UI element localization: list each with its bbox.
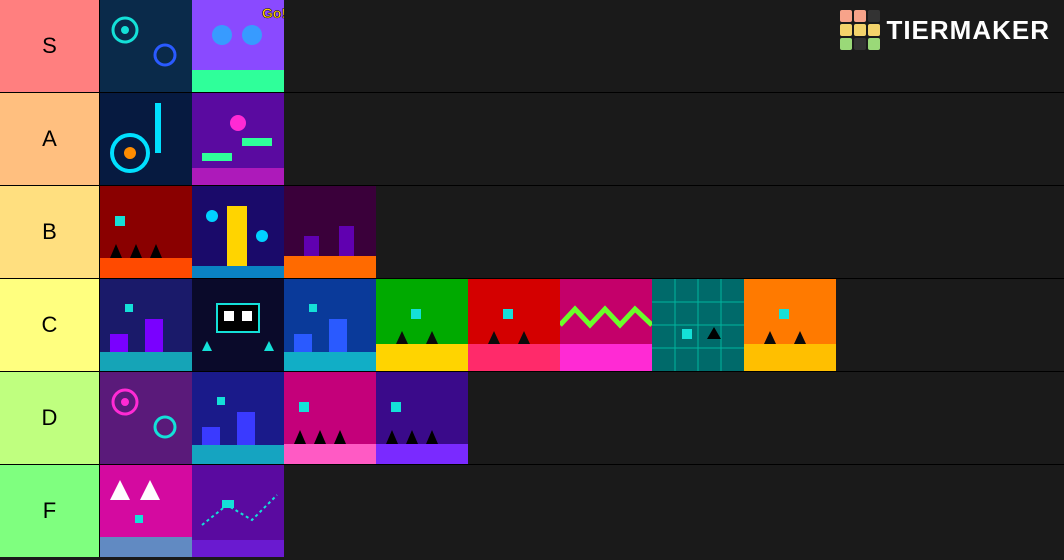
level-thumb-16[interactable] <box>100 372 192 464</box>
tier-row-c: C <box>0 279 1064 372</box>
tier-label: A <box>0 93 100 185</box>
level-thumb-3[interactable] <box>100 93 192 185</box>
tier-list: S Go! A B <box>0 0 1064 557</box>
tier-items[interactable] <box>100 372 1064 464</box>
tier-label: B <box>0 186 100 278</box>
level-thumb-1[interactable] <box>100 0 192 92</box>
tier-items[interactable] <box>100 279 1064 371</box>
level-thumb-21[interactable] <box>192 465 284 557</box>
tier-label: S <box>0 0 100 92</box>
level-thumb-15[interactable] <box>744 279 836 371</box>
svg-text:Go!: Go! <box>262 5 284 21</box>
tier-row-a: A <box>0 93 1064 186</box>
level-thumb-9[interactable] <box>192 279 284 371</box>
tier-row-d: D <box>0 372 1064 465</box>
tier-label: F <box>0 465 100 557</box>
level-thumb-17[interactable] <box>192 372 284 464</box>
level-thumb-2[interactable]: Go! <box>192 0 284 92</box>
tier-items[interactable] <box>100 465 1064 557</box>
level-thumb-13[interactable] <box>560 279 652 371</box>
level-thumb-10[interactable] <box>284 279 376 371</box>
level-thumb-5[interactable] <box>100 186 192 278</box>
logo-text: TIERMAKER <box>886 15 1050 46</box>
tiermaker-logo: TIERMAKER <box>840 10 1050 50</box>
level-thumb-4[interactable] <box>192 93 284 185</box>
tier-items[interactable] <box>100 186 1064 278</box>
level-thumb-6[interactable] <box>192 186 284 278</box>
level-thumb-20[interactable] <box>100 465 192 557</box>
level-thumb-8[interactable] <box>100 279 192 371</box>
level-thumb-14[interactable] <box>652 279 744 371</box>
level-thumb-19[interactable] <box>376 372 468 464</box>
level-thumb-7[interactable] <box>284 186 376 278</box>
tier-row-f: F <box>0 465 1064 557</box>
tier-row-b: B <box>0 186 1064 279</box>
tier-label: D <box>0 372 100 464</box>
tier-label: C <box>0 279 100 371</box>
level-thumb-18[interactable] <box>284 372 376 464</box>
tier-items[interactable] <box>100 93 1064 185</box>
level-thumb-11[interactable] <box>376 279 468 371</box>
level-thumb-12[interactable] <box>468 279 560 371</box>
logo-grid-icon <box>840 10 880 50</box>
